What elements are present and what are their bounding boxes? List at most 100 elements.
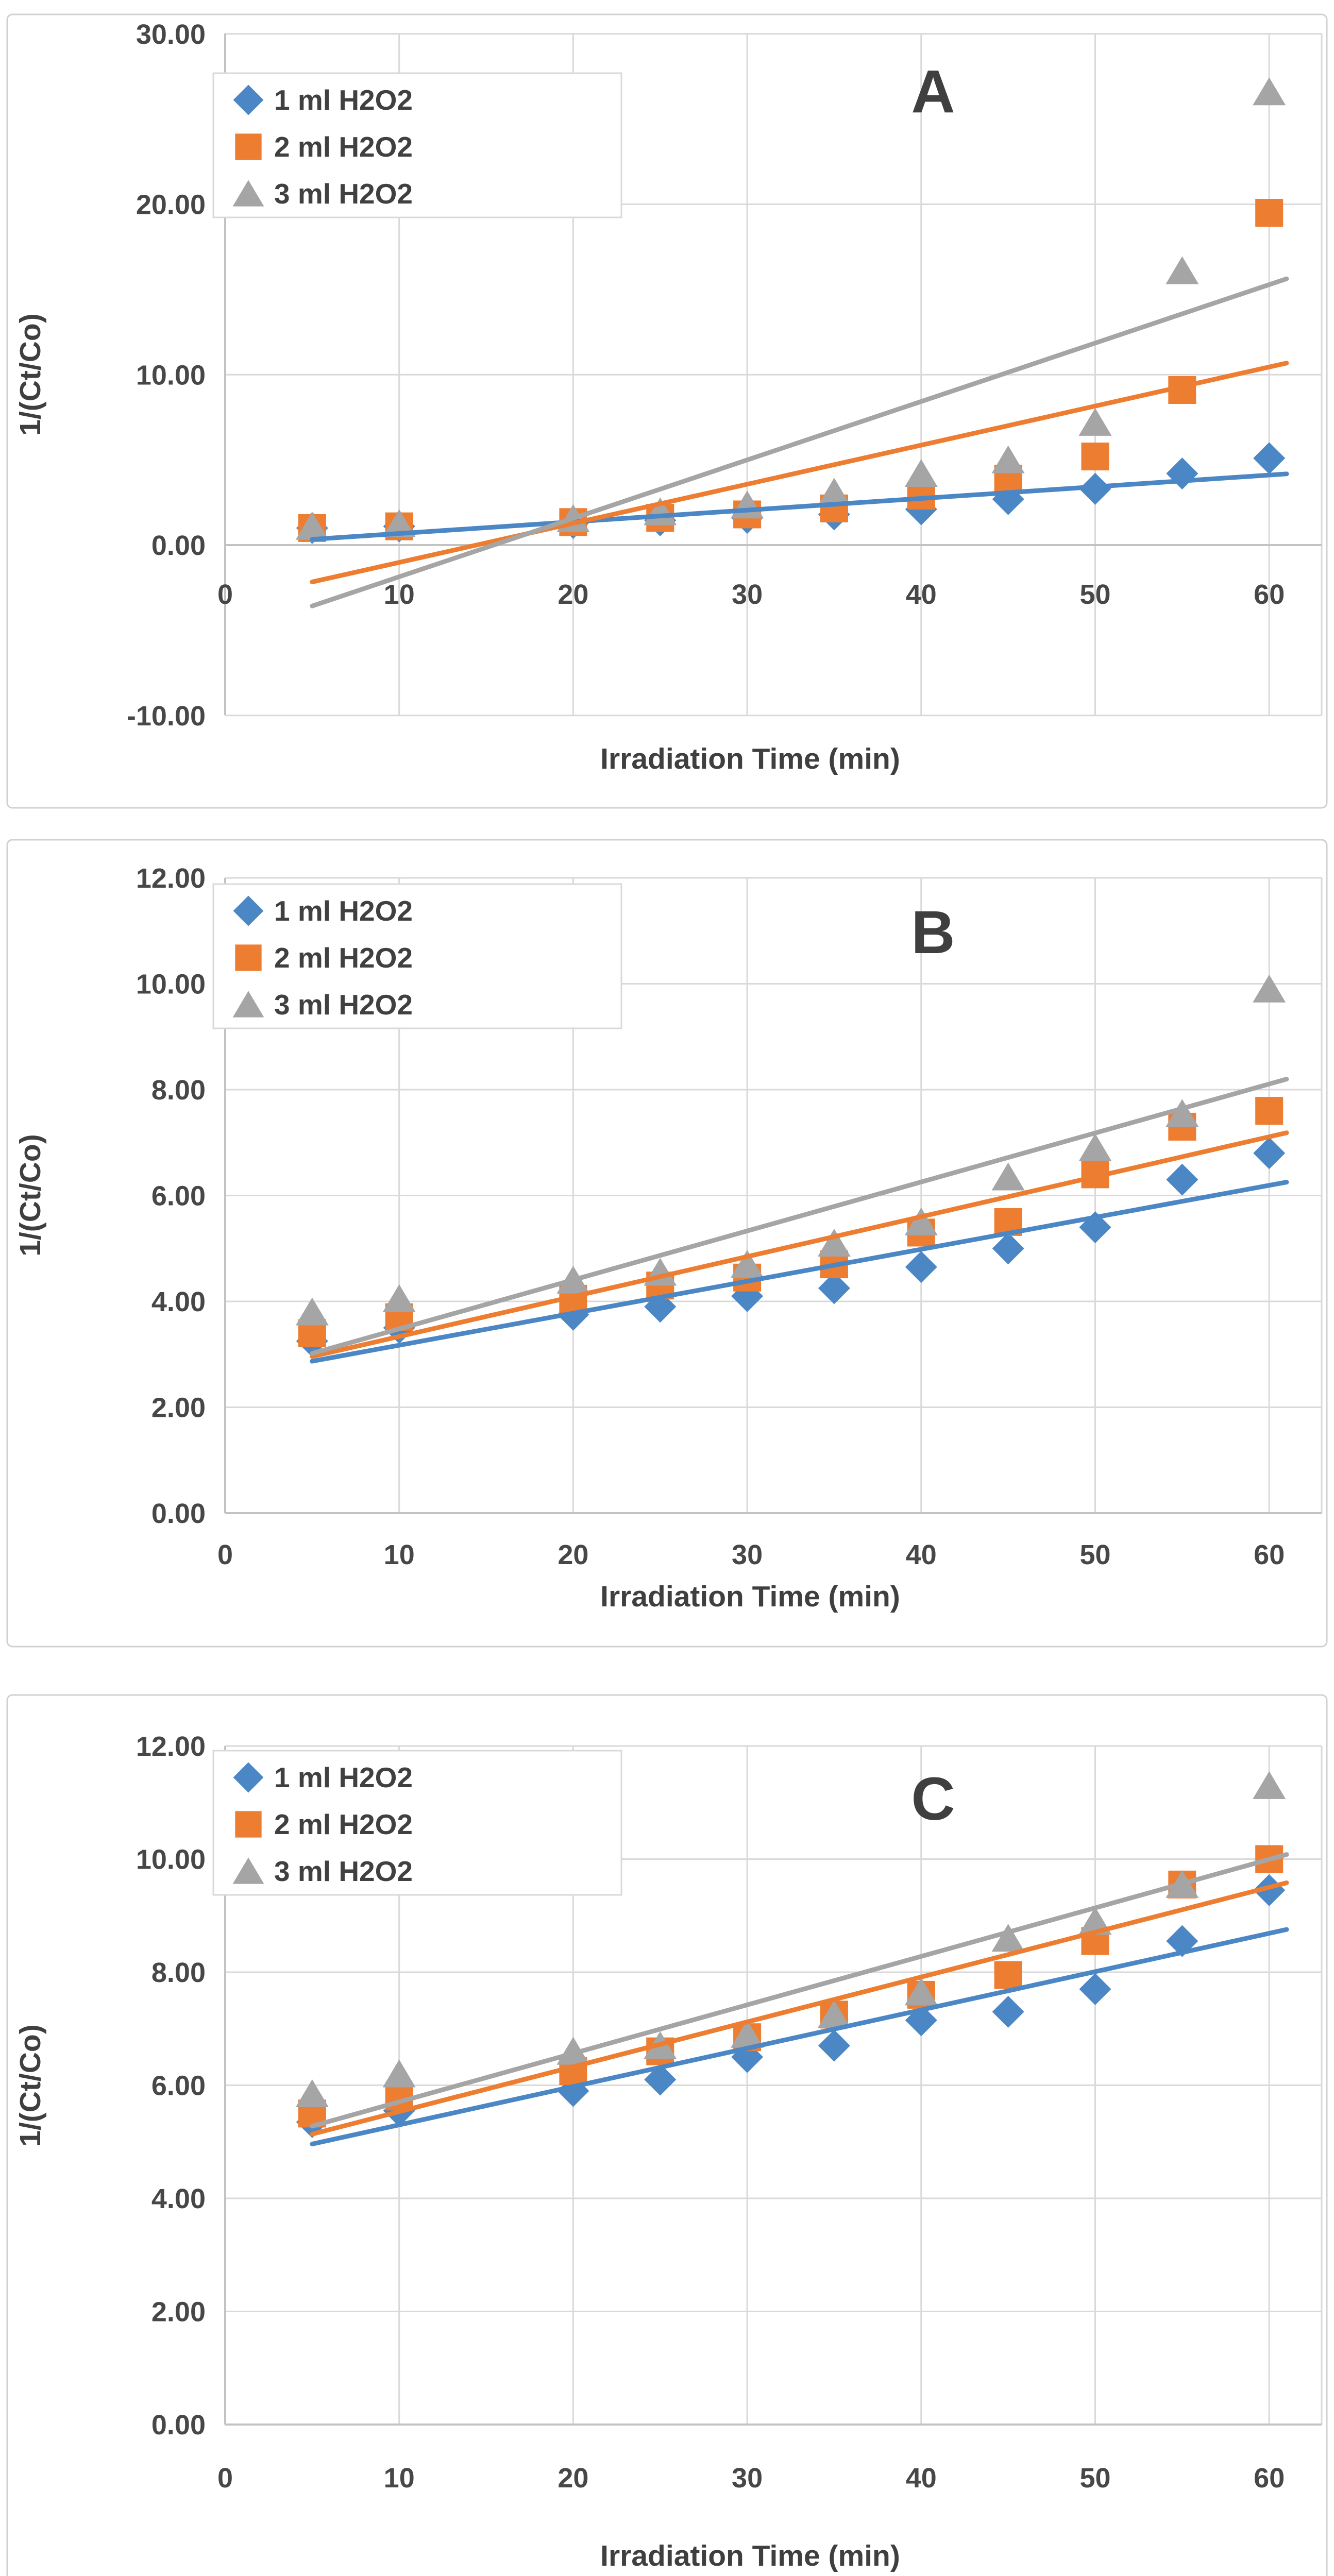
legend-triangle-marker bbox=[232, 180, 264, 207]
triangle-marker bbox=[904, 459, 938, 487]
legend-box bbox=[212, 72, 622, 218]
diamond-marker bbox=[1253, 1874, 1286, 1906]
x-tick-label: 10 bbox=[384, 579, 415, 610]
trendline-2ml bbox=[310, 1880, 1289, 2137]
diamond-marker bbox=[1253, 1137, 1286, 1170]
x-tick-label: 0 bbox=[217, 1539, 233, 1570]
y-tick-label: 4.00 bbox=[151, 1286, 206, 1317]
legend: 1 ml H2O2 2 ml H2O2 3 ml H2O2 bbox=[212, 883, 622, 1029]
y-axis-tick-labels: 12.00 10.00 8.00 6.00 4.00 2.00 0.00 bbox=[136, 1731, 206, 2441]
panel-border bbox=[6, 13, 1328, 809]
x-tick-label: 40 bbox=[906, 1539, 937, 1570]
x-tick-label: 10 bbox=[384, 1539, 415, 1570]
x-tick-label: 50 bbox=[1079, 2463, 1110, 2494]
y-tick-label: 12.00 bbox=[136, 1731, 206, 1762]
legend-series-label: 2 ml H2O2 bbox=[274, 1808, 413, 1840]
y-tick-label: 20.00 bbox=[136, 190, 206, 221]
legend-series-label: 1 ml H2O2 bbox=[274, 84, 413, 116]
triangle-marker bbox=[1253, 1771, 1286, 1799]
trendline-3ml bbox=[310, 276, 1289, 608]
y-tick-label: 10.00 bbox=[136, 1844, 206, 1875]
diamond-marker bbox=[818, 2029, 850, 2062]
square-marker bbox=[1081, 443, 1109, 471]
y-tick-label: 2.00 bbox=[151, 2297, 206, 2328]
triangle-marker bbox=[295, 512, 329, 540]
legend-series-label: 3 ml H2O2 bbox=[274, 178, 413, 210]
legend-diamond-marker bbox=[233, 895, 264, 926]
x-tick-label: 20 bbox=[558, 1539, 588, 1570]
y-tick-label: 8.00 bbox=[151, 1075, 206, 1106]
legend: 1 ml H2O2 2 ml H2O2 3 ml H2O2 bbox=[212, 72, 622, 218]
y-tick-label: 6.00 bbox=[151, 1181, 206, 1212]
x-tick-label: 0 bbox=[217, 579, 233, 610]
triangle-marker bbox=[817, 1228, 851, 1257]
triangle-marker bbox=[817, 2000, 851, 2028]
trendline-3ml bbox=[310, 1077, 1289, 1356]
panel-letter-c: C bbox=[911, 1765, 955, 1833]
square-marker bbox=[1255, 1097, 1284, 1125]
y-tick-label: 8.00 bbox=[151, 1957, 206, 1988]
y-axis-title: 1/(Ct/Co) bbox=[14, 313, 47, 435]
diamond-marker bbox=[1079, 1973, 1111, 2005]
x-tick-label: 20 bbox=[558, 579, 588, 610]
square-marker bbox=[994, 1961, 1022, 1989]
y-tick-label: 10.00 bbox=[136, 969, 206, 1000]
y-tick-label: 30.00 bbox=[136, 19, 206, 50]
triangle-marker bbox=[817, 478, 851, 506]
legend-series-label: 3 ml H2O2 bbox=[274, 989, 413, 1021]
x-tick-label: 30 bbox=[732, 1539, 763, 1570]
y-tick-label: 10.00 bbox=[136, 360, 206, 391]
triangle-marker bbox=[904, 1207, 938, 1235]
panel-border bbox=[6, 839, 1328, 1648]
y-tick-label: 12.00 bbox=[136, 863, 206, 894]
triangle-marker bbox=[382, 2059, 416, 2088]
x-tick-label: 50 bbox=[1079, 1539, 1110, 1570]
panel-letter-a: A bbox=[911, 58, 955, 126]
trendline-1ml bbox=[310, 471, 1289, 542]
chart-panel-c: 12.00 10.00 8.00 6.00 4.00 2.00 0.00 0 10 20 30 40 5… bbox=[6, 1694, 1328, 2576]
x-axis-title: Irradiation Time (min) bbox=[600, 742, 900, 775]
triangle-marker bbox=[991, 445, 1025, 473]
triangle-marker bbox=[991, 1162, 1025, 1191]
legend-series-label: 2 ml H2O2 bbox=[274, 131, 413, 163]
y-axis-tick-labels: 12.00 10.00 8.00 6.00 4.00 2.00 0.00 bbox=[136, 863, 206, 1529]
trendline-1ml bbox=[310, 1927, 1289, 2147]
x-tick-label: 60 bbox=[1254, 2463, 1285, 2494]
triangle-marker bbox=[731, 1250, 764, 1278]
triangle-marker bbox=[904, 1977, 938, 2006]
x-axis-tick-labels: 0 10 20 30 40 50 60 bbox=[217, 579, 1285, 610]
legend-diamond-marker bbox=[233, 84, 264, 115]
x-tick-label: 60 bbox=[1254, 579, 1285, 610]
diamond-marker bbox=[992, 1995, 1024, 2028]
trendline-3ml bbox=[310, 1852, 1289, 2129]
legend-series-label: 3 ml H2O2 bbox=[274, 1855, 413, 1887]
y-tick-label: 4.00 bbox=[151, 2183, 206, 2214]
x-tick-label: 30 bbox=[732, 579, 763, 610]
panel-border bbox=[6, 1694, 1328, 2576]
x-axis-tick-labels: 0 10 20 30 40 50 60 bbox=[217, 1539, 1285, 1570]
diamond-marker bbox=[818, 1272, 850, 1304]
trendline-2ml bbox=[310, 1130, 1289, 1359]
y-axis-title: 1/(Ct/Co) bbox=[14, 1134, 47, 1256]
legend-box bbox=[212, 1750, 622, 1896]
triangle-marker bbox=[1078, 408, 1112, 436]
x-tick-label: 0 bbox=[217, 2463, 233, 2494]
diamond-marker bbox=[1253, 442, 1286, 474]
x-axis-tick-labels: 0 10 20 30 40 50 60 bbox=[217, 2463, 1285, 2494]
x-tick-label: 10 bbox=[384, 2463, 415, 2494]
x-tick-label: 20 bbox=[558, 2463, 588, 2494]
x-tick-label: 40 bbox=[906, 2463, 937, 2494]
diamond-marker bbox=[992, 1232, 1024, 1265]
x-axis-title: Irradiation Time (min) bbox=[600, 2539, 900, 2572]
y-tick-label: 2.00 bbox=[151, 1393, 206, 1423]
triangle-marker bbox=[295, 2079, 329, 2107]
y-tick-label: 0.00 bbox=[151, 2410, 206, 2441]
triangle-marker bbox=[1166, 256, 1199, 284]
y-axis-tick-labels: 30.00 20.00 10.00 0.00 -10.00 bbox=[127, 19, 206, 732]
legend-square-marker bbox=[235, 1811, 262, 1838]
triangle-marker bbox=[991, 1924, 1025, 1952]
legend-series-label: 1 ml H2O2 bbox=[274, 895, 413, 927]
legend-square-marker bbox=[235, 944, 262, 971]
legend-diamond-marker bbox=[233, 1762, 264, 1793]
